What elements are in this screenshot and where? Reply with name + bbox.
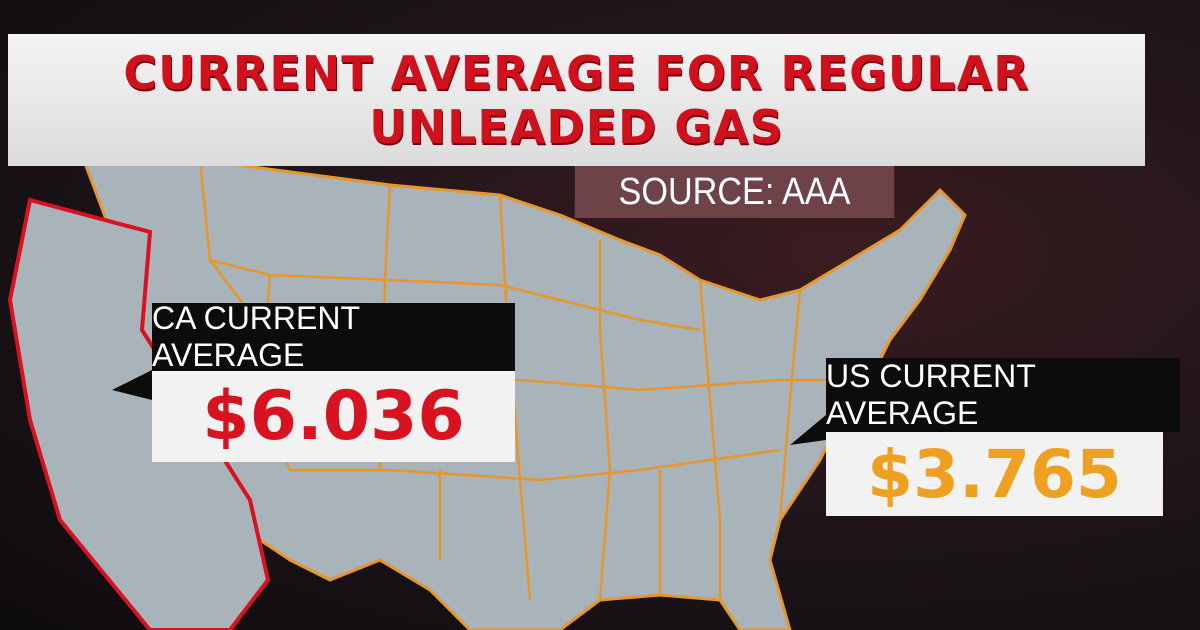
ca-average-price: $6.036	[152, 371, 515, 462]
headline-banner: CURRENT AVERAGE FOR REGULAR UNLEADED GAS	[8, 34, 1145, 166]
source-label: SOURCE: AAA	[574, 166, 895, 218]
ca-average-label: CA CURRENT AVERAGE	[152, 300, 515, 373]
headline-line1: CURRENT AVERAGE FOR REGULAR	[123, 46, 1030, 100]
us-outline	[78, 148, 967, 630]
california-highlight	[7, 197, 271, 630]
us-average-price: $3.765	[826, 432, 1163, 516]
headline-line2: UNLEADED GAS	[369, 100, 784, 154]
us-pointer	[790, 415, 826, 445]
us-average-label: US CURRENT AVERAGE	[826, 358, 1180, 432]
ca-pointer	[112, 370, 152, 400]
